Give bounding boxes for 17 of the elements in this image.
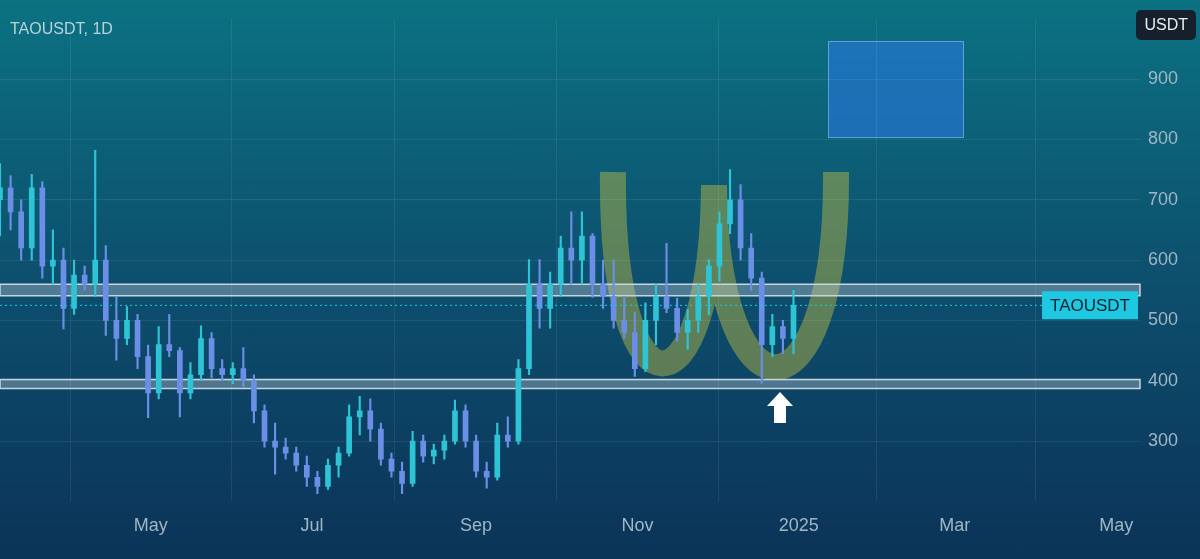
y-tick-label: 900 (1148, 68, 1179, 89)
x-tick-label: Jul (300, 515, 324, 536)
x-tick-label: 2025 (778, 515, 819, 536)
y-tick-label: 700 (1148, 188, 1179, 209)
y-tick-label: 300 (1148, 430, 1179, 451)
y-tick-label: 600 (1148, 249, 1179, 270)
chart-title: TAOUSDT, 1D (10, 20, 113, 38)
x-tick-label: May (1099, 515, 1134, 536)
y-tick-label: 500 (1148, 309, 1179, 330)
x-tick-label: Mar (939, 515, 971, 536)
x-tick-label: May (133, 515, 168, 536)
y-tick-label: 800 (1148, 128, 1179, 149)
x-tick-label: Nov (621, 515, 654, 536)
x-tick-label: Sep (460, 515, 493, 536)
ref-line-label: TAOUSDT (1050, 296, 1131, 316)
y-axis-title: USDT (1136, 10, 1196, 40)
y-tick-label: 400 (1148, 369, 1179, 390)
